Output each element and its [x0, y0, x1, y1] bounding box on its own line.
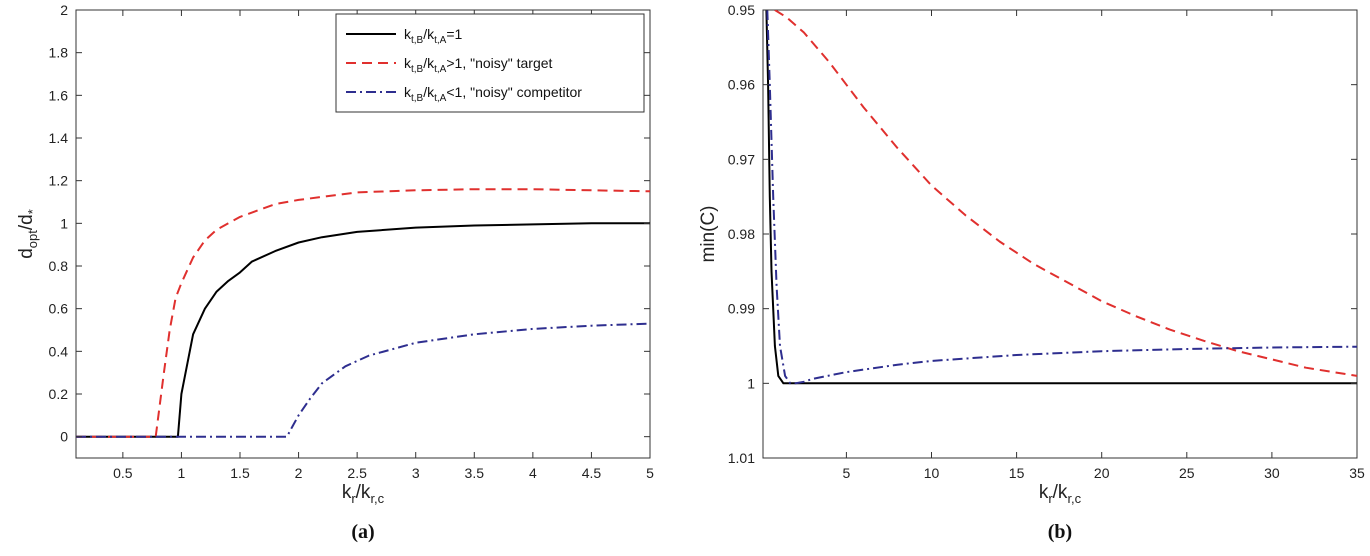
panel-b-y-tick-label: 1.01: [728, 450, 755, 466]
panel-a-series-1-line: [76, 222, 650, 438]
panel-a-x-axis-label: kr/kr,c: [342, 482, 385, 506]
panel-a-y-tick-label: 2: [60, 2, 68, 18]
panel-b-series-group: [765, 10, 1357, 385]
panel-a-legend: kt,B/kt,A=1 kt,B/kt,A>1, "noisy" target …: [335, 13, 645, 113]
panel-a-x-tick-label: 4: [529, 465, 537, 481]
panel-b-x-tick-label: 20: [1094, 465, 1110, 481]
panel-a-y-tick-label: 1: [60, 215, 68, 231]
panel-b-y-tick-label: 0.97: [728, 151, 755, 167]
panel-b-x-tick-label: 10: [924, 465, 940, 481]
panel-a-y-tick-label: 1.8: [49, 45, 69, 61]
panel-a-y-tick-label: 0.2: [49, 386, 69, 402]
panel-a-x-tick-label: 0.5: [113, 465, 133, 481]
panel-b: 5 10 15 20 25 30 35 0.95 0.96 0.97 0.98 0.99 1 1.01 k…: [698, 2, 1365, 543]
panel-b-x-tick-label: 35: [1349, 465, 1365, 481]
panel-a-series-group: [76, 188, 650, 438]
panel-a-y-tick-label: 1.4: [49, 130, 69, 146]
panel-a-x-tick-label: 1.5: [230, 465, 250, 481]
legend-label-series-2: kt,B/kt,A>1, "noisy" target: [404, 55, 553, 75]
panel-b-y-tick-label: 1: [747, 375, 755, 391]
panel-b-y-tick-label: 0.96: [728, 77, 755, 93]
panel-a-axes-frame: [75, 9, 651, 459]
panel-b-x-axis-label: kr/kr,c: [1039, 482, 1082, 506]
panel-b-series-3-line: [766, 10, 1357, 385]
panel-a: 0.5 1 1.5 2 2.5 3 3.5 4 4.5 5 0 0.2 0.4 0.6 0.8 1 1.2 1.4…: [16, 2, 654, 543]
panel-b-x-tick-label: 25: [1179, 465, 1195, 481]
panel-a-series-2-line: [76, 188, 650, 438]
panel-b-caption: (b): [1048, 521, 1072, 543]
panel-a-x-tick-label: 1: [178, 465, 186, 481]
panel-a-x-tick-label: 4.5: [582, 465, 602, 481]
panel-a-y-axis-label: dopt/d*: [16, 209, 40, 259]
panel-a-x-tick-label: 3: [412, 465, 420, 481]
panel-b-y-tick-label: 0.99: [728, 301, 755, 317]
panel-a-x-tick-label: 5: [646, 465, 654, 481]
panel-b-x-tick-label: 5: [842, 465, 850, 481]
panel-b-x-tick-label: 15: [1009, 465, 1025, 481]
panel-b-series-2-line: [774, 10, 1357, 377]
panel-a-x-tick-label: 3.5: [465, 465, 485, 481]
legend-label-series-3: kt,B/kt,A<1, "noisy" competitor: [404, 84, 582, 104]
panel-a-ticks: 0.5 1 1.5 2 2.5 3 3.5 4 4.5 5 0 0.2 0.4 0.6 0.8 1 1.2 1.4…: [49, 2, 655, 481]
panel-b-y-axis-label: min(C): [698, 206, 719, 263]
panel-a-series-3-line: [76, 322, 650, 438]
legend-label-series-1: kt,B/kt,A=1: [404, 26, 463, 46]
panel-a-y-tick-label: 0.8: [49, 258, 69, 274]
panel-b-series-1-line: [765, 10, 1357, 385]
panel-b-ticks: 5 10 15 20 25 30 35 0.95 0.96 0.97 0.98 0.99 1 1.01: [728, 2, 1365, 481]
panel-a-y-tick-label: 1.2: [49, 173, 69, 189]
panel-a-caption: (a): [351, 521, 374, 543]
panel-a-y-tick-label: 0.6: [49, 301, 69, 317]
panel-b-axes-frame: [762, 9, 1358, 459]
panel-b-y-tick-label: 0.95: [728, 2, 755, 18]
panel-a-y-tick-label: 0.4: [49, 343, 69, 359]
panel-a-x-tick-label: 2: [295, 465, 303, 481]
panel-a-x-tick-label: 2.5: [347, 465, 367, 481]
panel-b-x-tick-label: 30: [1264, 465, 1280, 481]
panel-a-y-tick-label: 1.6: [49, 87, 69, 103]
panel-a-y-tick-label: 0: [60, 429, 68, 445]
panel-b-y-tick-label: 0.98: [728, 226, 755, 242]
